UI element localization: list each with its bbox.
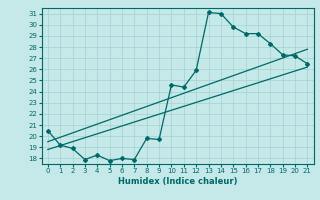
X-axis label: Humidex (Indice chaleur): Humidex (Indice chaleur) (118, 177, 237, 186)
